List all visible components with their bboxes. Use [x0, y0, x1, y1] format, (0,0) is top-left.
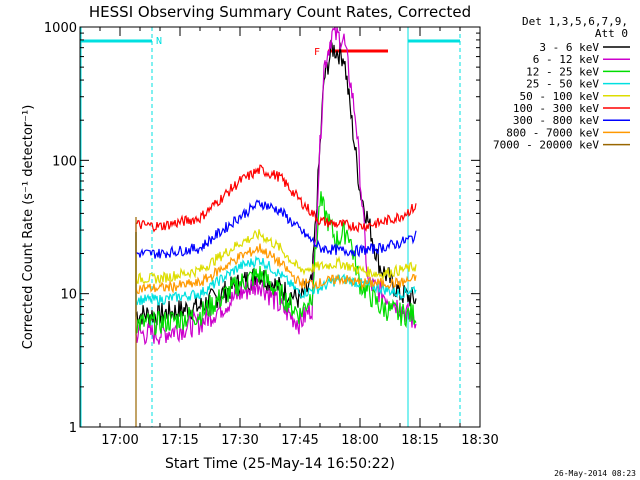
night-label: N: [156, 36, 162, 47]
series-line-4: [135, 229, 417, 285]
x-tick-label: 18:00: [341, 433, 378, 448]
x-tick-label: 17:30: [221, 433, 258, 448]
legend-label: 800 - 7000 keV: [506, 126, 599, 139]
flare-label: F: [314, 47, 320, 58]
chart-title: HESSI Observing Summary Count Rates, Cor…: [89, 3, 471, 21]
footer-timestamp: 26-May-2014 08:23: [554, 469, 636, 478]
legend-label: 12 - 25 keV: [526, 65, 599, 78]
y-tick-label: 1000: [44, 21, 77, 36]
y-tick-label: 10: [60, 288, 77, 303]
y-axis-label: Corrected Count Rate (s⁻¹ detector⁻¹): [21, 105, 36, 350]
series-line-5: [135, 164, 417, 234]
plot-area: NF: [80, 26, 461, 427]
series-line-2: [135, 191, 417, 336]
legend-header: Att 0: [595, 27, 628, 40]
axes: 1 10 100 1000 17:00 17:15 17:30 17:45 18:00 18:15…: [44, 21, 499, 448]
x-tick-label: 17:00: [101, 433, 138, 448]
series-line-1: [135, 26, 417, 346]
legend-label: 300 - 800 keV: [513, 114, 599, 127]
y-tick-label: 100: [52, 154, 77, 169]
legend-label: 100 - 300 keV: [513, 102, 599, 115]
legend-label: 25 - 50 keV: [526, 78, 599, 91]
x-tick-label: 18:15: [401, 433, 438, 448]
legend-header: Det 1,3,5,6,7,9,: [522, 15, 628, 28]
legend-label: 3 - 6 keV: [539, 41, 599, 54]
x-tick-label: 17:45: [281, 433, 318, 448]
series-line-3: [135, 232, 417, 306]
legend-label: 50 - 100 keV: [520, 90, 600, 103]
series-line-6: [135, 199, 417, 259]
series-line-0: [135, 39, 417, 326]
x-tick-label: 18:30: [461, 433, 498, 448]
legend-label: 6 - 12 keV: [533, 53, 600, 66]
x-tick-label: 17:15: [161, 433, 198, 448]
x-axis-label: Start Time (25-May-14 16:50:22): [165, 456, 395, 472]
legend-label: 7000 - 20000 keV: [493, 139, 599, 152]
y-tick-label: 1: [69, 421, 77, 436]
series-line-7: [135, 232, 417, 295]
